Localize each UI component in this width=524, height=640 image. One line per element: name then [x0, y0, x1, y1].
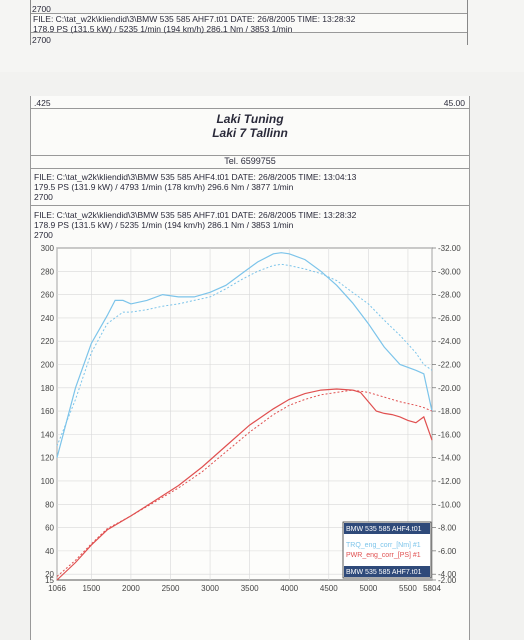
y-right-tick-label: -28.00	[438, 291, 461, 300]
top-file-line: FILE: C:\tat_w2k\kliendid\3\BMW 535 585 …	[33, 14, 356, 24]
x-tick-label: 2000	[122, 584, 140, 593]
x-tick-label: 2500	[162, 584, 180, 593]
run1-power-line: 179.5 PS (131.9 kW) / 4793 1/min (178 km…	[34, 182, 294, 192]
chart-series	[56, 252, 433, 581]
y-left-tick-label: 260	[41, 291, 55, 300]
y-left-tick-label: 200	[41, 360, 55, 369]
y-right-tick-label: -30.00	[438, 267, 461, 276]
top-run-header: FILE: C:\tat_w2k\kliendid\3\BMW 535 585 …	[30, 13, 468, 34]
run2-file-line: FILE: C:\tat_w2k\kliendid\3\BMW 535 585 …	[34, 210, 357, 220]
top-power-line: 178.9 PS (131.5 kW) / 5235 1/min (194 km…	[33, 24, 293, 34]
x-tick-label: 3000	[201, 584, 219, 593]
y-right-tick-label: -14.00	[438, 454, 461, 463]
company-phone: Tel. 6599755	[224, 156, 276, 166]
x-tick-label: 4000	[280, 584, 298, 593]
run2-power-line: 178.9 PS (131.5 kW) / 5235 1/min (194 km…	[34, 220, 294, 230]
company-address: Laki 7 Tallinn	[212, 126, 288, 140]
company-name: Laki Tuning	[216, 112, 284, 126]
company-title-box: Laki Tuning Laki 7 Tallinn	[31, 108, 469, 156]
previous-page-fragment: 2700 FILE: C:\tat_w2k\kliendid\3\BMW 535…	[0, 0, 524, 72]
y-left-tick-label: 220	[41, 337, 55, 346]
legend-row-highlight	[344, 523, 430, 534]
y-left-tick-label: 300	[41, 244, 55, 253]
y-right-tick-label: -2.00	[438, 576, 457, 585]
run2-line-c: 2700	[34, 230, 53, 240]
top-line-a: 2700	[32, 4, 51, 14]
y-right-tick-label: -16.00	[438, 430, 461, 439]
top-border-right	[467, 0, 468, 45]
legend-entry: TRQ_eng_corr_[Nm] #1	[346, 542, 421, 549]
y-right-tick-label: -22.00	[438, 360, 461, 369]
y-left-tick-label: 160	[41, 407, 55, 416]
run1-file-line: FILE: C:\tat_w2k\kliendid\3\BMW 535 585 …	[34, 172, 357, 182]
y-left-tick-label: 60	[45, 524, 54, 533]
y-right-tick-label: -4.00	[438, 570, 457, 579]
chart-legend: BMW 535 585 AHF4.t01 TRQ_eng_corr_[Nm] #1…	[342, 521, 432, 579]
y-left-tick-label: 180	[41, 384, 55, 393]
frame-left-value: .425	[34, 98, 51, 108]
x-tick-label: 5000	[359, 584, 377, 593]
y-right-tick-label: -10.00	[438, 500, 461, 509]
x-axis: 1066 1500 2000 2500 3000 3500 4000 4500 5000 5500…	[48, 584, 441, 593]
y-left-tick-label: 240	[41, 314, 55, 323]
y-left-tick-label: 40	[45, 547, 54, 556]
phone-divider	[31, 168, 469, 169]
top-line-b: 2700	[32, 35, 51, 45]
y-right-tick-label: -12.00	[438, 477, 461, 486]
series-line	[56, 252, 433, 458]
x-tick-label: 5500	[399, 584, 417, 593]
x-tick-label: 3500	[241, 584, 259, 593]
x-tick-label: 1500	[82, 584, 100, 593]
series-line	[56, 389, 433, 577]
y-right-tick-label: -18.00	[438, 407, 461, 416]
y-right-tick-label: -24.00	[438, 337, 461, 346]
y-left-tick-label: 80	[45, 500, 54, 509]
x-tick-label: 4500	[320, 584, 338, 593]
x-tick-label: 1066	[48, 584, 66, 593]
y-left-tick-label: 20	[45, 570, 54, 579]
y-left-tick-label: 140	[41, 430, 55, 439]
run1-line-c: 2700	[34, 192, 53, 202]
y-left-tick-label: 100	[41, 477, 55, 486]
y-right-axis: -2.00-4.00 -6.00 -8.00 -10.00 -12.00 -14.00 -1…	[432, 244, 461, 585]
legend-entry: PWR_eng_corr_[PS] #1	[346, 552, 421, 559]
y-right-tick-label: -20.00	[438, 384, 461, 393]
legend-entry: BMW 535 585 AHF4.t01	[346, 526, 422, 533]
y-left-tick-label: 120	[41, 454, 55, 463]
top-border-left	[30, 0, 31, 45]
y-left-tick-label: 280	[41, 267, 55, 276]
legend-row-highlight	[344, 566, 430, 577]
y-left-tick-label: 15	[45, 576, 54, 585]
y-right-tick-label: -26.00	[438, 314, 461, 323]
legend-entry: BMW 535 585 AHF7.t01	[346, 569, 422, 576]
y-right-tick-label: -8.00	[438, 524, 457, 533]
y-right-tick-label: -6.00	[438, 547, 457, 556]
frame-right-value: 45.00	[443, 98, 465, 108]
run-divider	[31, 205, 469, 206]
chart-grid	[56, 247, 433, 581]
x-tick-label: 5804	[423, 584, 441, 593]
y-right-tick-label: -32.00	[438, 244, 461, 253]
